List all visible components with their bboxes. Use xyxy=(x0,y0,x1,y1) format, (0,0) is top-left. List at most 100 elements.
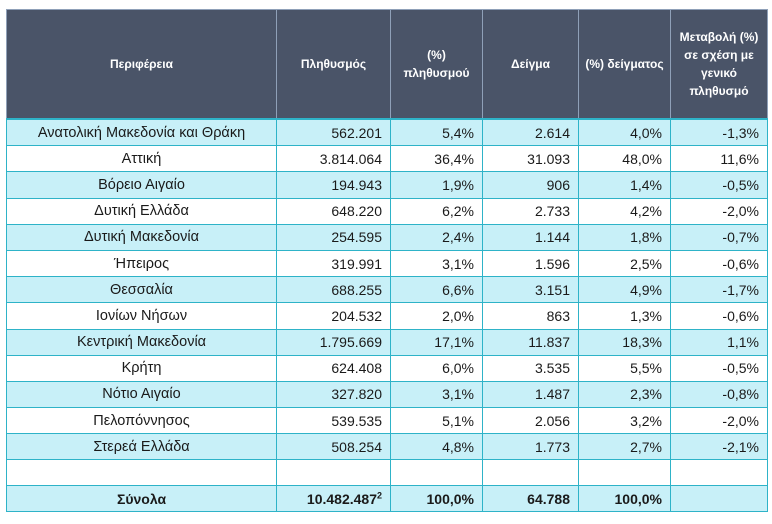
cell-population-percent: 5,4% xyxy=(390,118,483,147)
cell-population-percent: 2,0% xyxy=(390,302,483,330)
cell-sample: 1.487 xyxy=(482,380,579,409)
cell-change: -2,0% xyxy=(670,197,768,225)
totals-population: 10.482.4872 xyxy=(276,485,391,513)
cell-population-percent: 6,6% xyxy=(390,276,483,304)
cell-region: Κρήτη xyxy=(6,354,277,382)
cell-region: Στερεά Ελλάδα xyxy=(6,433,277,461)
header-sample: Δείγμα xyxy=(482,9,579,120)
totals-population-value: 10.482.487 xyxy=(306,490,377,507)
table-header: Περιφέρεια Πληθυσμός (%) πληθυσμού Δείγμ… xyxy=(6,9,768,120)
cell-population-percent: 2,4% xyxy=(390,223,483,251)
table-row: Κεντρική Μακεδονία 1.795.669 17,1% 11.83… xyxy=(6,328,768,356)
blank-row xyxy=(6,459,768,487)
cell-population-percent: 4,8% xyxy=(390,433,483,461)
cell-sample: 1.773 xyxy=(482,433,579,461)
cell-sample: 11.837 xyxy=(482,328,579,356)
totals-row: Σύνολα 10.482.4872 100,0% 64.788 100,0% xyxy=(6,485,768,513)
cell-change: 1,1% xyxy=(670,328,768,356)
header-region: Περιφέρεια xyxy=(6,9,277,120)
cell-sample-percent: 4,9% xyxy=(578,276,671,304)
cell-region: Δυτική Ελλάδα xyxy=(6,197,277,225)
totals-population-percent: 100,0% xyxy=(390,485,483,513)
cell-population: 648.220 xyxy=(276,197,391,225)
cell-sample: 1.144 xyxy=(482,223,579,251)
table-row: Ήπειρος 319.991 3,1% 1.596 2,5% -0,6% xyxy=(6,249,768,278)
cell-population-percent: 1,9% xyxy=(390,171,483,199)
blank-cell xyxy=(482,459,579,487)
totals-sample: 64.788 xyxy=(482,485,579,513)
cell-sample-percent: 2,7% xyxy=(578,433,671,461)
table-row: Δυτική Ελλάδα 648.220 6,2% 2.733 4,2% -2… xyxy=(6,197,768,225)
table-row: Πελοπόννησος 539.535 5,1% 2.056 3,2% -2,… xyxy=(6,407,768,435)
cell-sample-percent: 48,0% xyxy=(578,145,671,173)
header-change: Μεταβολή (%) σε σχέση με γενικό πληθυσμό xyxy=(670,9,768,120)
totals-change xyxy=(670,485,768,513)
cell-population-percent: 3,1% xyxy=(390,249,483,278)
cell-sample: 863 xyxy=(482,302,579,330)
cell-sample: 1.596 xyxy=(482,249,579,278)
cell-sample-percent: 4,2% xyxy=(578,197,671,225)
cell-population: 327.820 xyxy=(276,380,391,409)
cell-change: -1,3% xyxy=(670,118,768,147)
footnote-marker: 2 xyxy=(376,490,382,501)
cell-sample-percent: 3,2% xyxy=(578,407,671,435)
table-row: Νότιο Αιγαίο 327.820 3,1% 1.487 2,3% -0,… xyxy=(6,380,768,409)
cell-region: Ήπειρος xyxy=(6,249,277,278)
cell-sample: 2.056 xyxy=(482,407,579,435)
cell-change: -1,7% xyxy=(670,276,768,304)
cell-sample: 2.614 xyxy=(482,118,579,147)
cell-sample: 31.093 xyxy=(482,145,579,173)
cell-region: Κεντρική Μακεδονία xyxy=(6,328,277,356)
totals-sample-percent: 100,0% xyxy=(578,485,671,513)
cell-population: 688.255 xyxy=(276,276,391,304)
table-body: Ανατολική Μακεδονία και Θράκη 562.201 5,… xyxy=(6,118,768,513)
cell-region: Αττική xyxy=(6,145,277,173)
cell-population: 194.943 xyxy=(276,171,391,199)
cell-sample-percent: 1,3% xyxy=(578,302,671,330)
cell-population: 254.595 xyxy=(276,223,391,251)
totals-label: Σύνολα xyxy=(6,485,277,513)
cell-change: -0,6% xyxy=(670,249,768,278)
cell-sample-percent: 1,8% xyxy=(578,223,671,251)
cell-sample-percent: 4,0% xyxy=(578,118,671,147)
table-row: Αττική 3.814.064 36,4% 31.093 48,0% 11,6… xyxy=(6,145,768,173)
cell-sample: 3.535 xyxy=(482,354,579,382)
cell-change: -2,0% xyxy=(670,407,768,435)
cell-population-percent: 17,1% xyxy=(390,328,483,356)
header-row: Περιφέρεια Πληθυσμός (%) πληθυσμού Δείγμ… xyxy=(6,9,768,120)
table-row: Ιονίων Νήσων 204.532 2,0% 863 1,3% -0,6% xyxy=(6,302,768,330)
cell-change: 11,6% xyxy=(670,145,768,173)
cell-sample-percent: 1,4% xyxy=(578,171,671,199)
blank-cell xyxy=(390,459,483,487)
cell-sample-percent: 2,3% xyxy=(578,380,671,409)
cell-population: 319.991 xyxy=(276,249,391,278)
table-row: Θεσσαλία 688.255 6,6% 3.151 4,9% -1,7% xyxy=(6,276,768,304)
cell-population: 624.408 xyxy=(276,354,391,382)
table-row: Βόρειο Αιγαίο 194.943 1,9% 906 1,4% -0,5… xyxy=(6,171,768,199)
cell-population: 508.254 xyxy=(276,433,391,461)
cell-population-percent: 3,1% xyxy=(390,380,483,409)
cell-change: -0,6% xyxy=(670,302,768,330)
regional-sample-table: Περιφέρεια Πληθυσμός (%) πληθυσμού Δείγμ… xyxy=(6,9,768,513)
blank-cell xyxy=(6,459,277,487)
cell-region: Βόρειο Αιγαίο xyxy=(6,171,277,199)
blank-cell xyxy=(670,459,768,487)
cell-population: 3.814.064 xyxy=(276,145,391,173)
cell-sample-percent: 18,3% xyxy=(578,328,671,356)
table-row: Κρήτη 624.408 6,0% 3.535 5,5% -0,5% xyxy=(6,354,768,382)
cell-population-percent: 6,2% xyxy=(390,197,483,225)
cell-population-percent: 6,0% xyxy=(390,354,483,382)
cell-region: Νότιο Αιγαίο xyxy=(6,380,277,409)
cell-population-percent: 36,4% xyxy=(390,145,483,173)
regional-sample-table-container: Περιφέρεια Πληθυσμός (%) πληθυσμού Δείγμ… xyxy=(6,9,768,513)
cell-change: -0,8% xyxy=(670,380,768,409)
cell-region: Ιονίων Νήσων xyxy=(6,302,277,330)
cell-change: -0,5% xyxy=(670,171,768,199)
cell-region: Θεσσαλία xyxy=(6,276,277,304)
cell-region: Πελοπόννησος xyxy=(6,407,277,435)
cell-sample-percent: 2,5% xyxy=(578,249,671,278)
cell-change: -0,7% xyxy=(670,223,768,251)
header-population: Πληθυσμός xyxy=(276,9,391,120)
cell-sample: 3.151 xyxy=(482,276,579,304)
cell-sample: 2.733 xyxy=(482,197,579,225)
